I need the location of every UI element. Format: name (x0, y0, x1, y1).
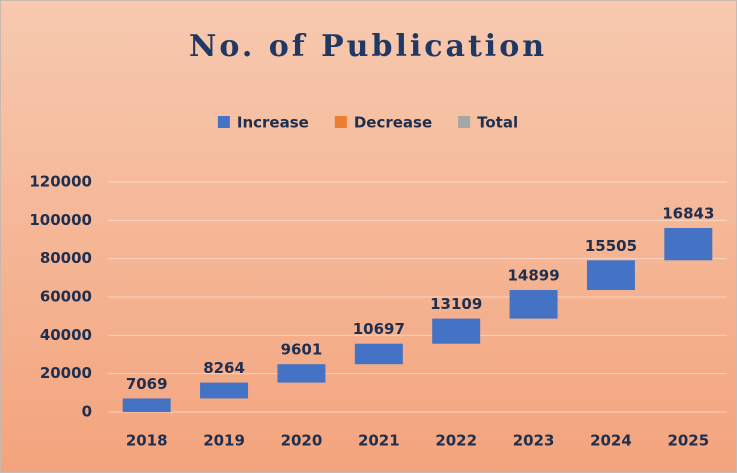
x-tick-label: 2024 (590, 432, 632, 450)
data-label: 9601 (281, 341, 323, 359)
chart-title: No. of Publication (189, 29, 547, 64)
legend-swatch (334, 116, 347, 128)
data-label: 10697 (353, 320, 405, 338)
x-tick-label: 2022 (435, 432, 477, 450)
y-tick-label: 120000 (29, 173, 92, 191)
data-label: 8264 (203, 359, 245, 377)
y-tick-label: 40000 (40, 326, 92, 344)
bar (122, 398, 171, 412)
y-tick-label: 100000 (29, 211, 92, 229)
x-tick-label: 2019 (203, 432, 245, 450)
legend-label: Decrease (354, 114, 432, 132)
bar (354, 343, 403, 365)
legend-swatch (217, 116, 230, 128)
legend: Increase Decrease Total (217, 114, 518, 132)
data-label: 16843 (662, 205, 714, 223)
legend-swatch (458, 116, 471, 128)
bar (432, 318, 481, 344)
data-label: 7069 (126, 375, 168, 393)
y-tick-label: 20000 (40, 364, 92, 382)
legend-label: Total (477, 114, 518, 132)
y-tick-label: 60000 (40, 288, 92, 306)
bar (509, 290, 558, 319)
bar (664, 228, 713, 261)
x-tick-label: 2021 (358, 432, 400, 450)
x-tick-label: 2020 (281, 432, 323, 450)
y-tick-label: 80000 (40, 249, 92, 267)
data-label: 13109 (430, 295, 482, 313)
x-tick-label: 2025 (667, 432, 709, 450)
bar (586, 260, 635, 291)
legend-label: Increase (237, 114, 309, 132)
y-tick-label: 0 (82, 403, 92, 421)
bar (277, 364, 326, 383)
data-label: 14899 (507, 267, 559, 285)
x-tick-label: 2018 (126, 432, 168, 450)
data-label: 15505 (585, 237, 637, 255)
x-tick-label: 2023 (513, 432, 555, 450)
bar (200, 382, 249, 399)
